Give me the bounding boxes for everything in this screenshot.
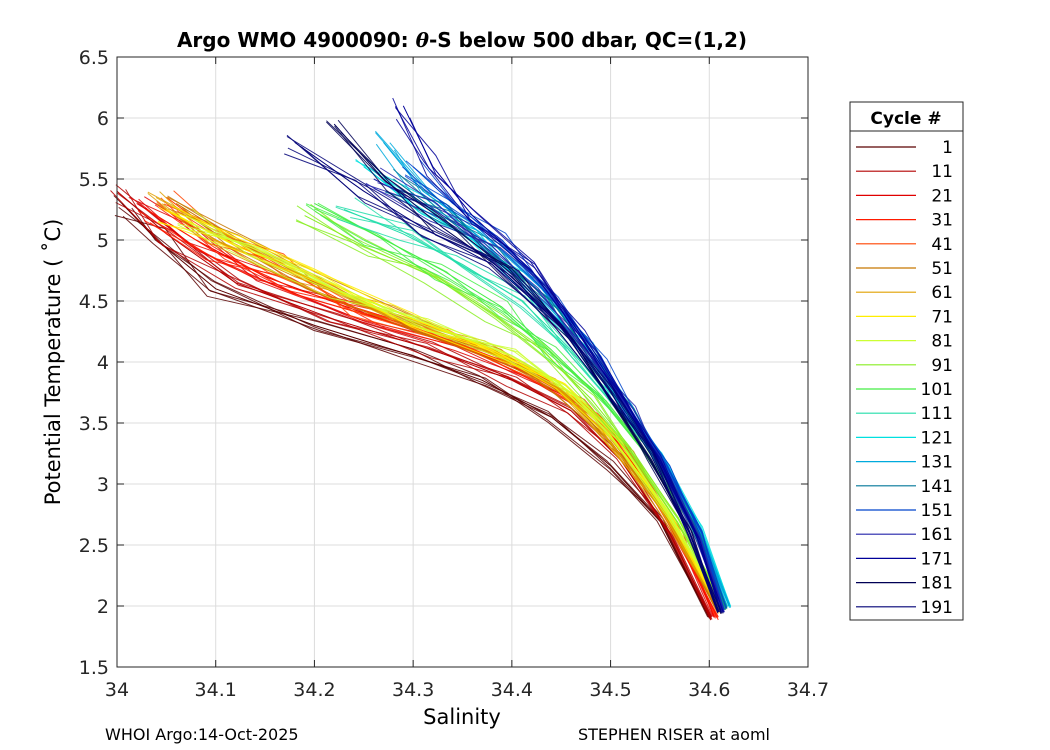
x-tick-label: 34 xyxy=(105,679,129,701)
y-tick-label: 4.5 xyxy=(79,291,109,313)
series-line-191-profile xyxy=(286,136,720,612)
series-line-11-profile xyxy=(117,192,713,618)
series-191 xyxy=(284,134,722,614)
x-tick-label: 34.6 xyxy=(688,679,730,701)
series-line-191-profile xyxy=(287,147,722,611)
series-11 xyxy=(110,184,713,621)
legend-label-191: 191 xyxy=(921,598,953,618)
series-line-91-profile xyxy=(295,219,727,605)
legend-label-11: 11 xyxy=(931,162,953,182)
x-tick-label: 34.3 xyxy=(392,679,434,701)
series-line-191 xyxy=(294,141,720,613)
series-line-81-profile xyxy=(177,223,726,607)
legend-label-171: 171 xyxy=(921,549,953,569)
legend-label-71: 71 xyxy=(931,307,953,327)
x-tick-label: 34.7 xyxy=(787,679,829,701)
y-tick-label: 6 xyxy=(97,108,109,130)
legend-title: Cycle # xyxy=(870,109,941,129)
series-line-71-profile xyxy=(158,206,722,612)
x-tick-label: 34.1 xyxy=(195,679,237,701)
series-line-1-profile xyxy=(113,195,712,620)
chart-title: Argo WMO 4900090: θ-S below 500 dbar, QC… xyxy=(177,28,747,52)
y-tick-label: 5 xyxy=(97,230,109,252)
y-tick-label: 2 xyxy=(97,596,109,618)
legend-label-161: 161 xyxy=(921,525,953,545)
x-axis-label: Salinity xyxy=(423,705,501,729)
legend-label-121: 121 xyxy=(921,428,953,448)
legend-label-181: 181 xyxy=(921,574,953,594)
y-tick-label: 4 xyxy=(97,352,109,374)
series-line-191-profile xyxy=(286,134,719,614)
y-tick-label: 1.5 xyxy=(79,657,109,679)
y-axis-label: Potential Temperature ( ˚C) xyxy=(41,219,65,506)
axis-ticks: 34 34.1 34.2 34.3 34.4 34.5 34.6 34.7 1.5 2 2.5 3 3.… xyxy=(79,47,829,701)
y-tick-label: 3 xyxy=(97,474,109,496)
x-tick-label: 34.5 xyxy=(589,679,631,701)
legend: Cycle # 11121314151617181911011111211311… xyxy=(849,101,964,621)
legend-label-141: 141 xyxy=(921,477,953,497)
legend-label-81: 81 xyxy=(931,332,953,352)
legend-label-31: 31 xyxy=(931,211,953,231)
legend-label-21: 21 xyxy=(931,186,953,206)
series-line-161-profile xyxy=(365,182,724,614)
legend-label-131: 131 xyxy=(921,453,953,473)
series-line-171-profile xyxy=(394,105,723,614)
series-line-11-profile xyxy=(125,189,712,621)
legend-label-101: 101 xyxy=(921,380,953,400)
legend-label-41: 41 xyxy=(931,235,953,255)
series-line-101-profile xyxy=(317,202,726,608)
series-line-81-profile xyxy=(189,222,727,611)
y-tick-label: 3.5 xyxy=(79,413,109,435)
series-line-161-profile xyxy=(373,188,725,613)
legend-label-91: 91 xyxy=(931,356,953,376)
x-tick-label: 34.4 xyxy=(491,679,533,701)
chart-title-suffix: -S below 500 dbar, QC=(1,2) xyxy=(429,28,747,52)
y-tick-label: 2.5 xyxy=(79,535,109,557)
chart-title-prefix: Argo WMO 4900090: xyxy=(177,28,416,52)
chart-title-theta: θ xyxy=(416,28,430,52)
series-line-11-profile xyxy=(110,190,712,619)
x-tick-label: 34.2 xyxy=(293,679,335,701)
y-tick-label: 5.5 xyxy=(79,169,109,191)
footer-credit-operator: STEPHEN RISER at aoml xyxy=(578,725,770,744)
legend-label-51: 51 xyxy=(931,259,953,279)
legend-label-1: 1 xyxy=(942,138,953,158)
series-lines xyxy=(110,97,732,621)
legend-items: 1112131415161718191101111121131141151161… xyxy=(856,138,953,618)
y-tick-label: 6.5 xyxy=(79,47,109,69)
legend-label-151: 151 xyxy=(921,501,953,521)
series-171 xyxy=(392,97,724,615)
footer-credit-date: WHOI Argo:14-Oct-2025 xyxy=(105,725,299,744)
series-line-61-profile xyxy=(147,193,722,614)
legend-label-61: 61 xyxy=(931,283,953,303)
series-line-1-profile xyxy=(122,215,711,619)
legend-label-111: 111 xyxy=(921,404,953,424)
